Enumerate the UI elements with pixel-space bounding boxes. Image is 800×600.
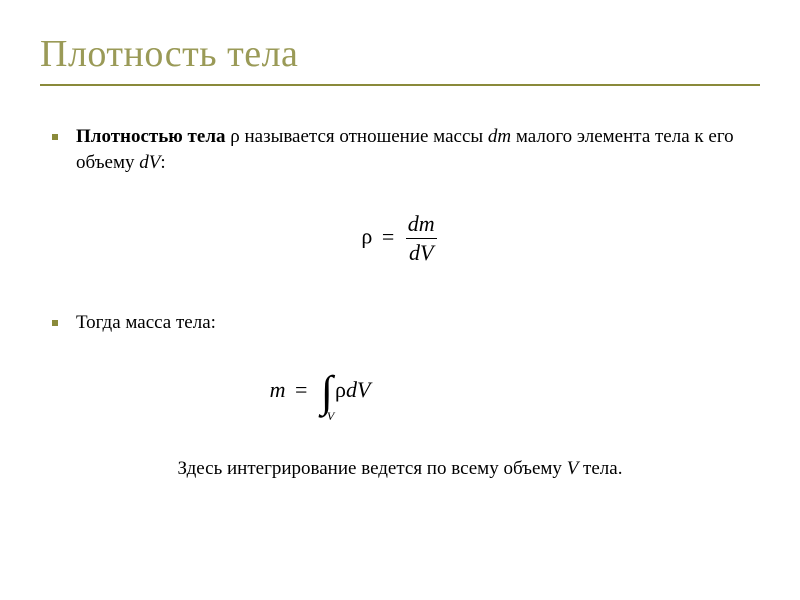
equals-2: = <box>295 377 307 402</box>
closing-V: V <box>567 458 579 479</box>
bullet-icon <box>52 320 58 326</box>
integrand: ρdV <box>335 377 370 402</box>
fraction: dm dV <box>406 211 437 266</box>
rho-symbol: ρ <box>361 224 372 249</box>
equals-1: = <box>382 224 394 249</box>
numerator: dm <box>406 211 437 238</box>
closing-text: Здесь интегрирование ведется по всему об… <box>40 458 760 480</box>
integral-sub: V <box>327 409 334 424</box>
bullet-mass: Тогда масса тела: <box>52 310 760 336</box>
m-symbol: m <box>270 377 286 402</box>
bullet-icon <box>52 134 58 140</box>
formula-mass: m = ∫ V ρdV <box>0 372 760 412</box>
definition-dm: dm <box>488 126 511 147</box>
mass-label: Тогда масса тела: <box>76 310 216 336</box>
title-rule <box>40 84 760 86</box>
closing-part2: тела. <box>578 458 622 479</box>
bullet-definition: Плотностью тела ρ называется отношение м… <box>52 124 760 175</box>
definition-rest-1: ρ называется отношение массы <box>225 126 487 147</box>
definition-colon: : <box>160 152 165 173</box>
formula-density: ρ = dm dV <box>40 211 760 266</box>
slide: Плотность тела Плотностью тела ρ называе… <box>0 0 800 600</box>
denominator: dV <box>406 238 437 266</box>
integral-icon: ∫ <box>321 372 333 412</box>
formula-density-expr: ρ = dm dV <box>361 211 438 266</box>
formula-mass-expr: m = ∫ V ρdV <box>270 372 371 412</box>
integral: ∫ V <box>321 372 333 412</box>
definition-dV: dV <box>139 152 160 173</box>
slide-title: Плотность тела <box>40 32 760 76</box>
closing-part1: Здесь интегрирование ведется по всему об… <box>178 458 567 479</box>
definition-text: Плотностью тела ρ называется отношение м… <box>76 124 760 175</box>
definition-bold: Плотностью тела <box>76 126 225 147</box>
